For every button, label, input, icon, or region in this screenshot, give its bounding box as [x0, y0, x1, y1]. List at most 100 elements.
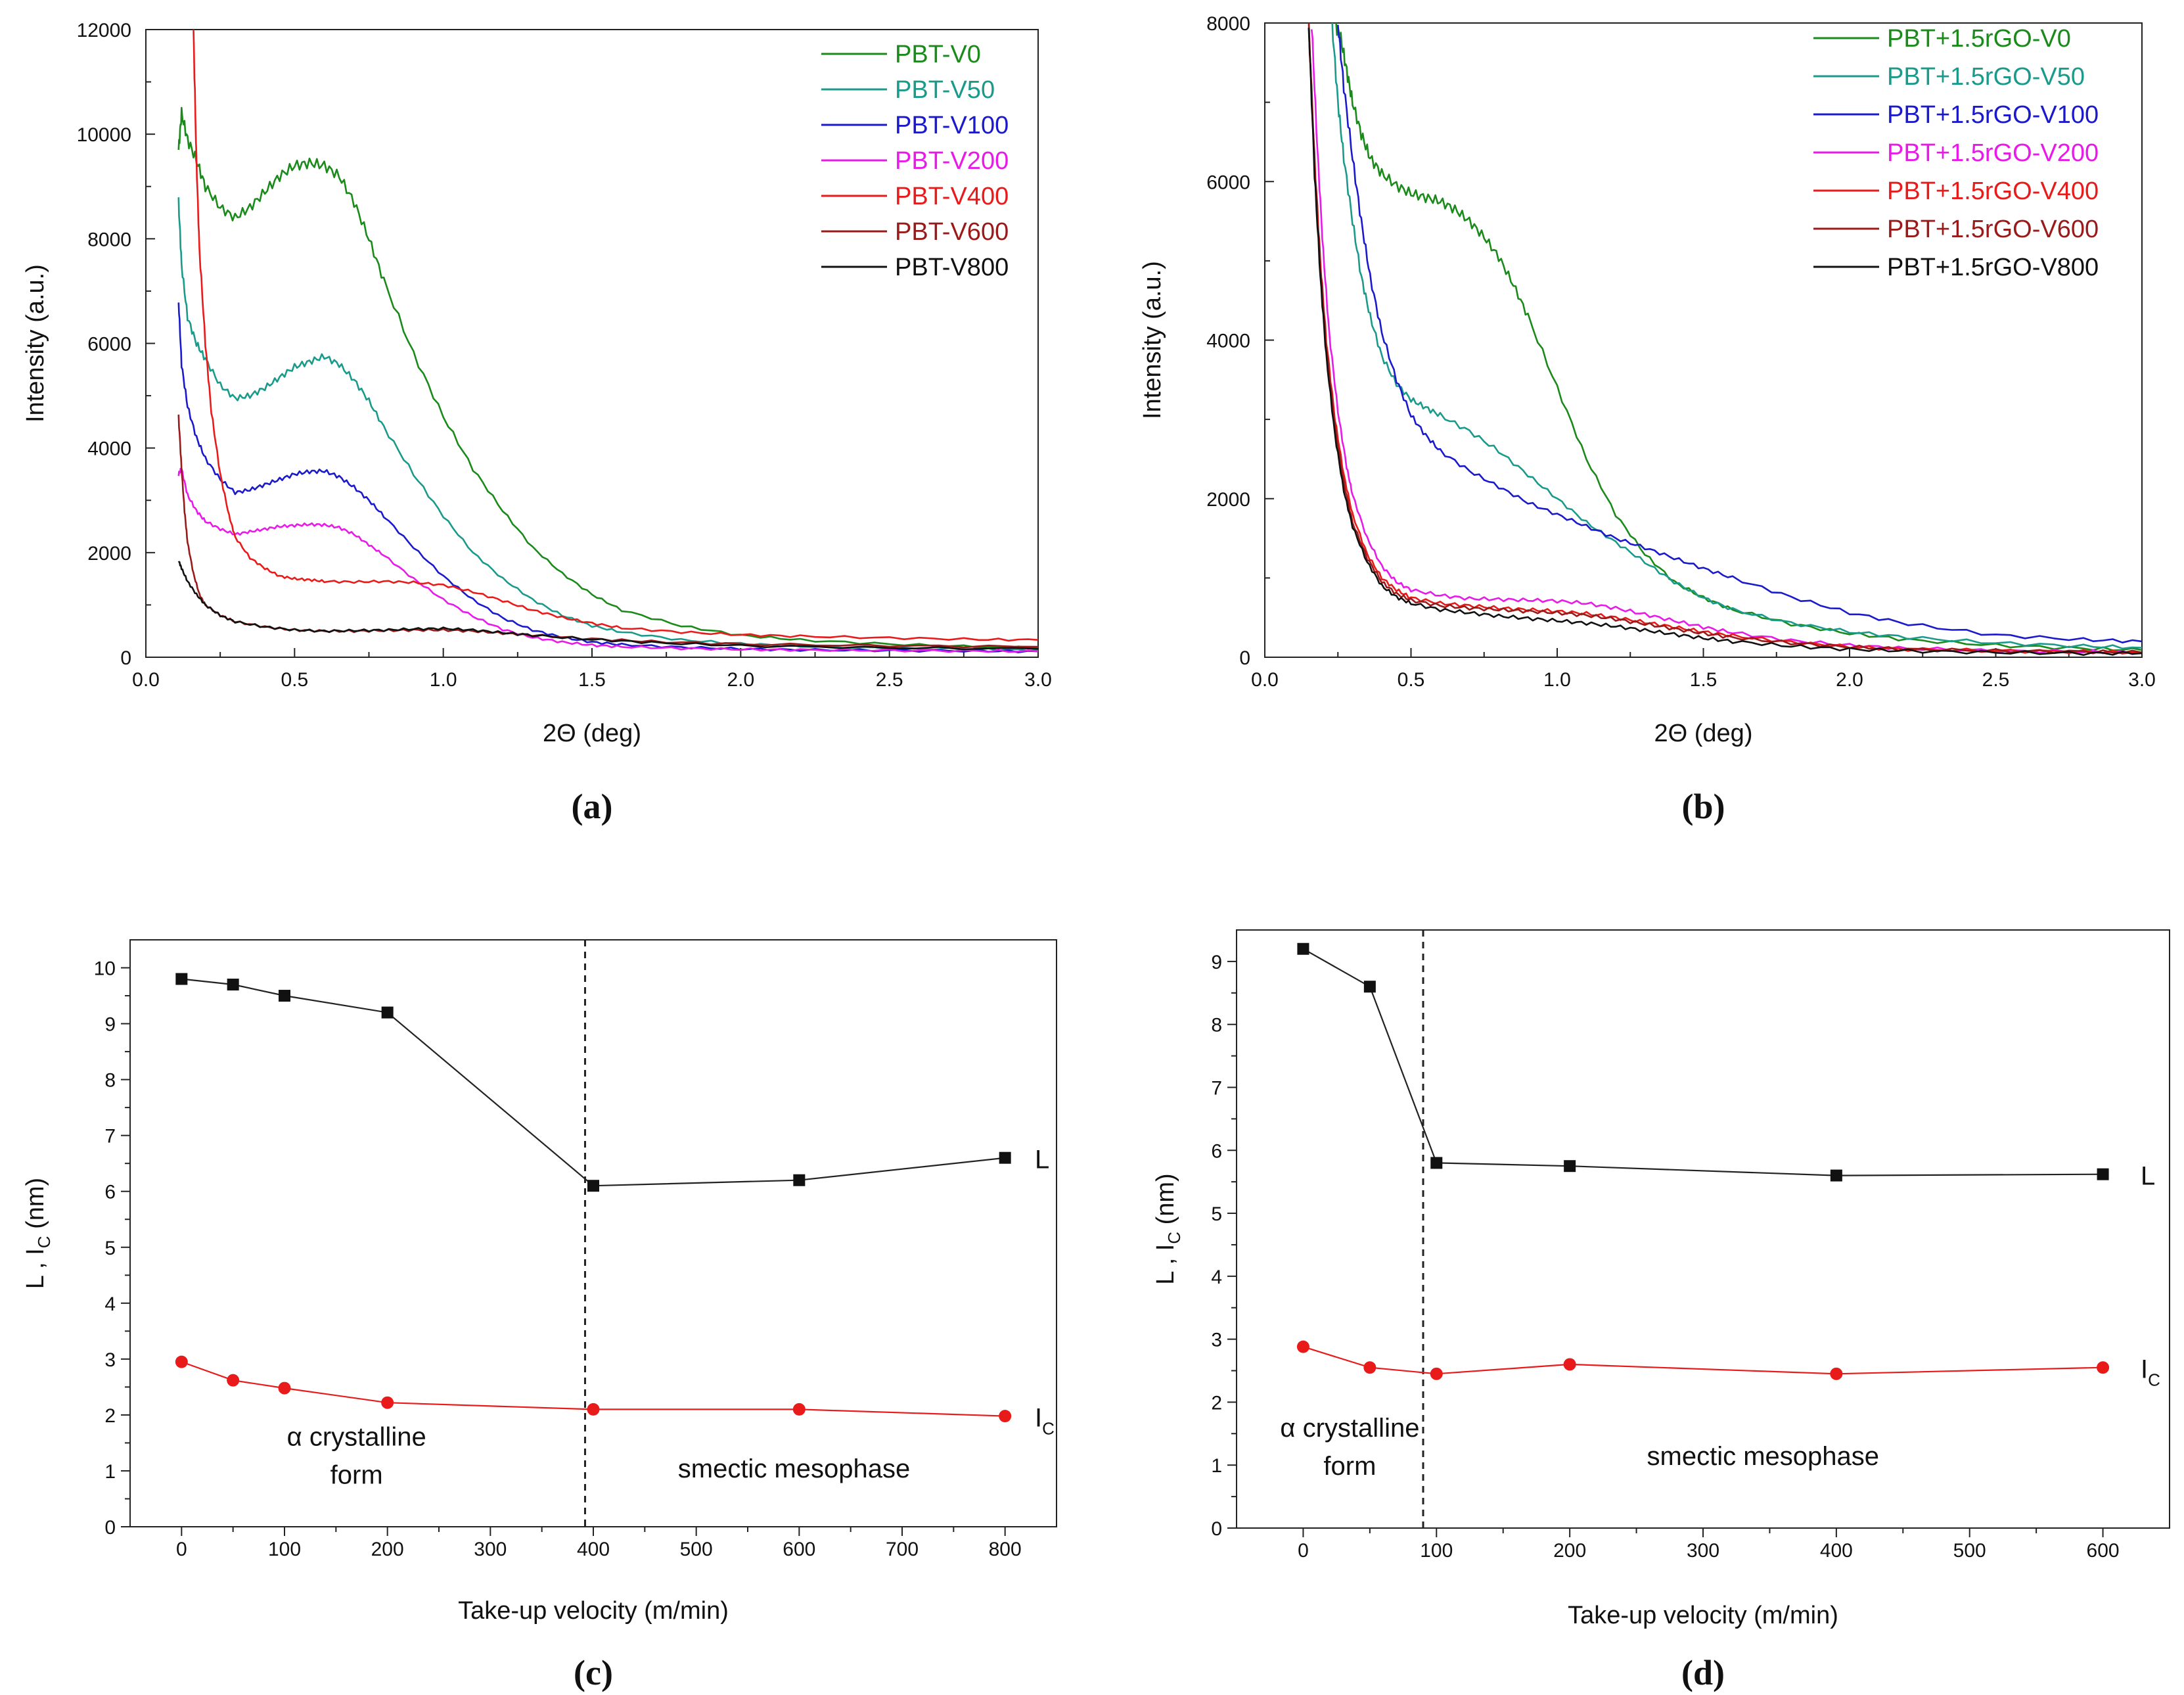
x-tick-label: 700: [886, 1539, 919, 1560]
legend-entry: PBT-V600: [895, 218, 1009, 246]
y-tick-label: 8000: [87, 229, 131, 250]
y-tick-label: 5: [104, 1238, 116, 1259]
panel-c: 0 100 200 300 400 500 600 700 800 0 1 2 3 4 5 6 7 8 9 10 L I…: [22, 939, 1057, 1692]
y-label-main: L , I: [22, 1248, 49, 1289]
data-point-l: [587, 1180, 599, 1192]
label-main: I: [1035, 1404, 1042, 1433]
x-tick-label: 200: [371, 1539, 404, 1560]
annotation-smectic: smectic mesophase: [678, 1454, 910, 1483]
y-tick-label: 9: [104, 1014, 116, 1036]
series-lines: [175, 973, 1012, 1423]
data-point-ic: [1830, 1367, 1843, 1380]
y-tick-label: 2000: [87, 543, 131, 565]
data-point-ic: [278, 1382, 291, 1395]
panel-a: 0.0 0.5 1.0 1.5 2.0 2.5 3.0 0 2000 4000 6000 8000 10…: [22, 20, 1052, 826]
y-tick-label: 0: [1239, 647, 1250, 669]
x-tick-label: 200: [1553, 1540, 1586, 1562]
x-tick-label: 0.5: [1398, 669, 1425, 691]
y-axis-label: L , IC (nm): [22, 1178, 54, 1289]
y-tick-label: 0: [104, 1517, 116, 1539]
y-tick-label: 8: [1211, 1015, 1222, 1036]
annotation-alpha-line1: α crystalline: [1280, 1414, 1419, 1443]
series-line-pbt-v600: [177, 414, 1038, 649]
legend-entry: PBT-V800: [895, 254, 1009, 281]
panel-label: (b): [1682, 787, 1725, 826]
y-axis-label: Intensity (a.u.): [1139, 261, 1166, 419]
x-axis-label: Take-up velocity (m/min): [458, 1597, 729, 1625]
y-tick-label: 10000: [77, 124, 131, 146]
panel-label: (c): [574, 1653, 613, 1692]
x-tick-label: 2.5: [1982, 669, 2010, 691]
series-lines: [1308, 23, 2142, 657]
legend-entry: PBT+1.5rGO-V800: [1887, 254, 2099, 281]
axis-ticks: 0 100 200 300 400 500 600 700 800 0 1 2 3 4 5 6 7 8 9 10: [94, 958, 1022, 1560]
y-label-main: L , I: [1152, 1244, 1179, 1285]
y-label-sub: C: [34, 1236, 54, 1248]
x-tick-label: 2.0: [1836, 669, 1863, 691]
label-sub: C: [1042, 1419, 1055, 1439]
data-point-l: [793, 1174, 806, 1186]
x-axis-label: Take-up velocity (m/min): [1568, 1602, 1838, 1629]
x-tick-label: 400: [577, 1539, 610, 1560]
legend-entry: PBT+1.5rGO-V400: [1887, 177, 2099, 205]
y-tick-label: 1: [1211, 1455, 1222, 1477]
data-point-l: [999, 1151, 1011, 1164]
y-tick-label: 7: [1211, 1077, 1222, 1099]
data-point-ic: [792, 1403, 806, 1416]
x-tick-label: 0: [1298, 1540, 1309, 1562]
data-point-l: [1430, 1157, 1443, 1169]
x-tick-label: 100: [1420, 1540, 1453, 1562]
series-line-pbt-1-5rgo-v0: [1334, 23, 2142, 651]
series-end-labels: L IC: [1035, 1146, 1055, 1439]
series-line-pbt-1-5rgo-v200: [1310, 29, 2142, 655]
plot-frame: [129, 939, 1057, 1527]
series-line-l: [1302, 948, 2103, 1176]
x-axis-label: 2Θ (deg): [543, 720, 641, 747]
legend-entry: PBT+1.5rGO-V50: [1887, 63, 2085, 91]
series-line-pbt-v800: [177, 561, 1038, 651]
x-tick-label: 1.5: [1690, 669, 1718, 691]
y-axis-label: L , IC (nm): [1152, 1173, 1184, 1284]
series-line-pbt-v400: [193, 30, 1038, 642]
legend-entry: PBT-V50: [895, 76, 995, 104]
x-tick-label: 400: [1820, 1540, 1853, 1562]
x-tick-label: 300: [1687, 1540, 1719, 1562]
legend-entry: PBT+1.5rGO-V600: [1887, 216, 2099, 243]
label-main: L: [1035, 1146, 1049, 1174]
data-point-ic: [1430, 1367, 1443, 1380]
y-tick-label: 7: [104, 1126, 116, 1148]
y-tick-label: 2: [104, 1405, 116, 1427]
legend-entry: PBT-V400: [895, 183, 1009, 210]
y-tick-label: 12000: [77, 20, 131, 41]
y-tick-label: 3: [1211, 1330, 1222, 1351]
x-tick-label: 3.0: [2128, 669, 2156, 691]
data-point-ic: [1563, 1358, 1576, 1371]
data-point-ic: [999, 1410, 1012, 1423]
data-point-ic: [2097, 1361, 2110, 1374]
x-tick-label: 600: [2087, 1540, 2120, 1562]
series-line-pbt-v200: [177, 467, 1038, 653]
y-tick-label: 6000: [87, 334, 131, 356]
y-tick-label: 0: [120, 647, 131, 669]
x-tick-label: 500: [1953, 1540, 1986, 1562]
x-tick-label: 0.0: [1251, 669, 1279, 691]
y-tick-label: 4000: [87, 438, 131, 460]
y-tick-label: 6: [104, 1182, 116, 1203]
series-end-label-l: L: [2141, 1162, 2155, 1191]
y-tick-label: 6000: [1206, 172, 1250, 193]
x-tick-label: 0.0: [132, 669, 160, 691]
y-tick-label: 9: [1211, 952, 1222, 973]
series-end-label-ic: IC: [2141, 1355, 2160, 1390]
data-point-ic: [1363, 1361, 1376, 1374]
data-point-ic: [587, 1403, 600, 1416]
series-end-label-ic: IC: [1035, 1404, 1055, 1439]
panel-label: (d): [1681, 1653, 1725, 1692]
series-lines: [177, 30, 1038, 654]
data-point-ic: [1296, 1340, 1309, 1353]
x-tick-label: 1.5: [578, 669, 606, 691]
y-tick-label: 6: [1211, 1140, 1222, 1162]
y-tick-label: 4: [1211, 1266, 1222, 1288]
data-point-l: [2097, 1168, 2109, 1180]
